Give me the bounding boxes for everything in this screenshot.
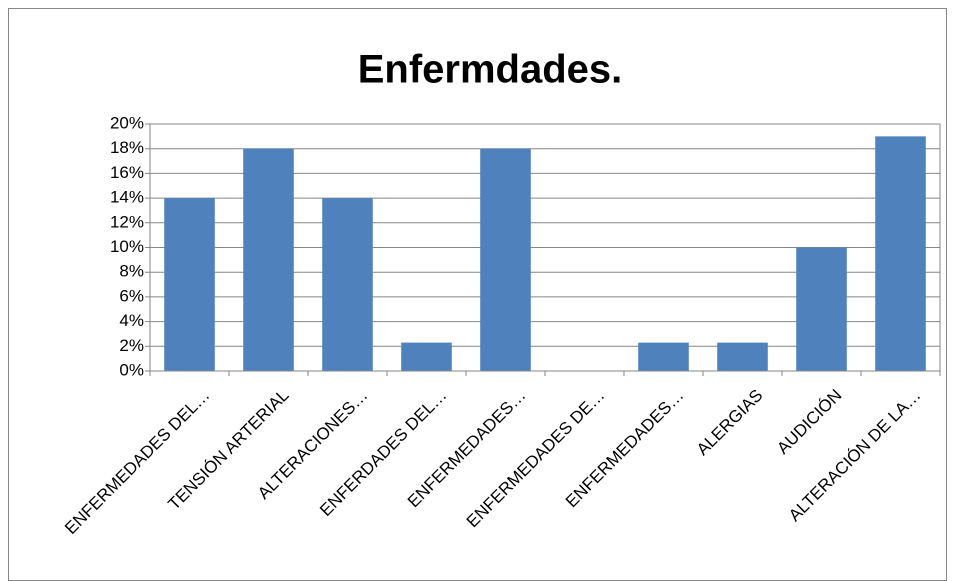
bar bbox=[796, 247, 847, 371]
bar bbox=[875, 136, 926, 371]
y-tick-label: 16% bbox=[110, 163, 144, 182]
y-tick-label: 10% bbox=[110, 237, 144, 256]
bar bbox=[322, 198, 373, 371]
y-tick-label: 0% bbox=[119, 360, 144, 379]
bar bbox=[243, 148, 294, 371]
y-tick-label: 14% bbox=[110, 188, 144, 207]
y-tick-label: 8% bbox=[119, 262, 144, 281]
chart-title: Enfermdades. bbox=[358, 48, 623, 92]
y-tick-label: 6% bbox=[119, 286, 144, 305]
bar bbox=[717, 342, 768, 371]
bar bbox=[638, 342, 689, 371]
y-tick-label: 2% bbox=[119, 336, 144, 355]
bar bbox=[401, 342, 452, 371]
bar bbox=[164, 198, 215, 371]
y-tick-label: 12% bbox=[110, 212, 144, 231]
y-tick-label: 4% bbox=[119, 311, 144, 330]
y-tick-label: 18% bbox=[110, 138, 144, 157]
y-tick-label: 20% bbox=[110, 113, 144, 132]
bar bbox=[480, 148, 531, 371]
